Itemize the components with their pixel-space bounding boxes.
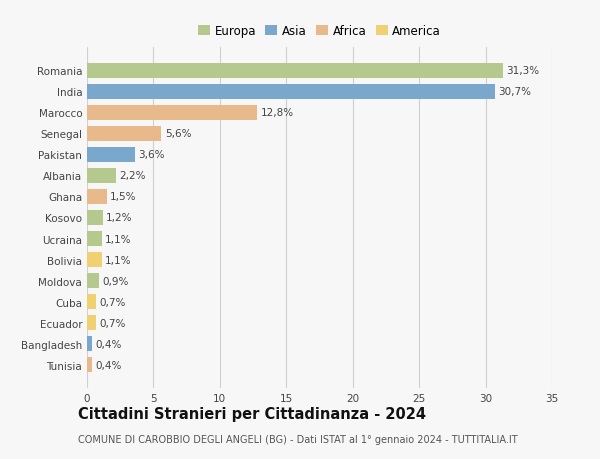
Text: 1,5%: 1,5% [110,192,137,202]
Bar [87,127,161,142]
Text: 3,6%: 3,6% [138,150,164,160]
Bar [87,190,107,205]
Text: 2,2%: 2,2% [119,171,146,181]
Text: 30,7%: 30,7% [498,87,531,97]
Bar [87,294,96,309]
Text: Cittadini Stranieri per Cittadinanza - 2024: Cittadini Stranieri per Cittadinanza - 2… [78,406,426,421]
Text: 1,1%: 1,1% [105,255,131,265]
Text: 0,4%: 0,4% [95,360,122,370]
Bar [87,315,96,330]
Bar [87,147,135,162]
Text: COMUNE DI CAROBBIO DEGLI ANGELI (BG) - Dati ISTAT al 1° gennaio 2024 - TUTTITALI: COMUNE DI CAROBBIO DEGLI ANGELI (BG) - D… [78,434,518,444]
Bar [87,168,116,184]
Bar [87,106,257,121]
Text: 0,9%: 0,9% [102,276,128,286]
Bar [87,84,495,100]
Legend: Europa, Asia, Africa, America: Europa, Asia, Africa, America [193,20,446,43]
Text: 12,8%: 12,8% [260,108,293,118]
Bar [87,357,92,372]
Text: 1,2%: 1,2% [106,213,133,223]
Bar [87,231,101,246]
Text: 0,4%: 0,4% [95,339,122,349]
Text: 0,7%: 0,7% [100,318,126,328]
Text: 5,6%: 5,6% [165,129,191,139]
Bar [87,274,99,289]
Text: 1,1%: 1,1% [105,234,131,244]
Bar [87,252,101,268]
Bar [87,64,503,79]
Text: 31,3%: 31,3% [506,66,539,76]
Text: 0,7%: 0,7% [100,297,126,307]
Bar [87,336,92,352]
Bar [87,211,103,225]
